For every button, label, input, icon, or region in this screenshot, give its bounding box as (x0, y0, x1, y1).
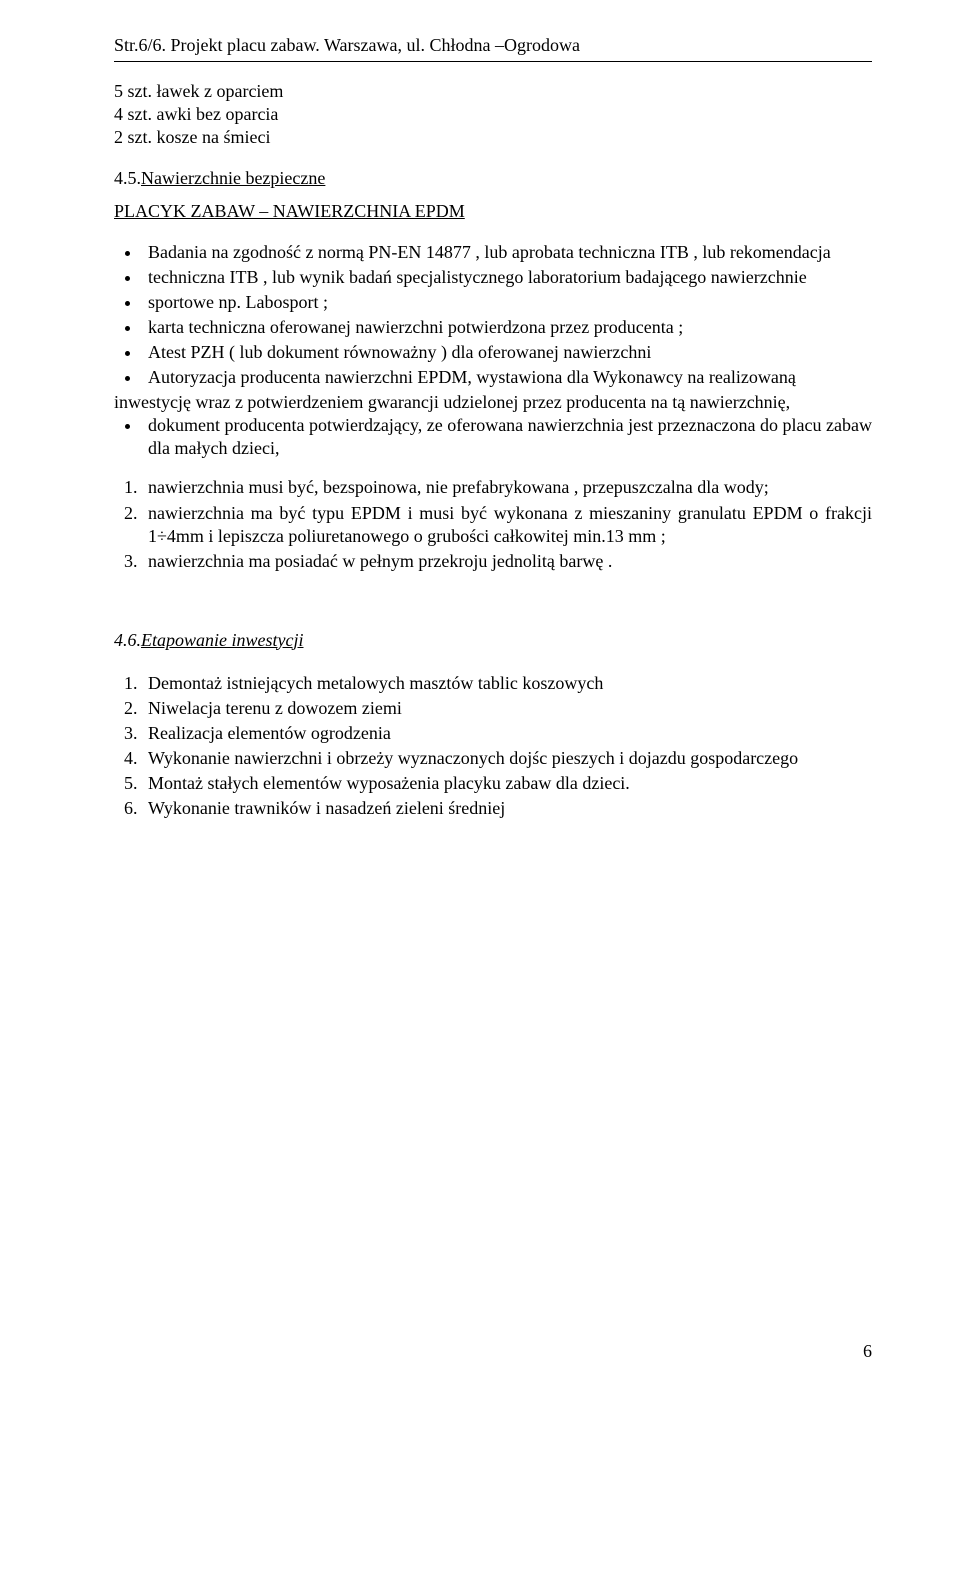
qty-line: 5 szt. ławek z oparciem (114, 80, 872, 103)
requirements-bullets-tail: dokument producenta potwierdzający, ze o… (142, 414, 872, 460)
list-item: dokument producenta potwierdzający, ze o… (142, 414, 872, 460)
page-header: Str.6/6. Projekt placu zabaw. Warszawa, … (114, 34, 872, 57)
section-4-5-heading: 4.5.Nawierzchnie bezpieczne (114, 167, 872, 190)
list-item: nawierzchnia ma być typu EPDM i musi być… (142, 502, 872, 548)
numbered-requirements: nawierzchnia musi być, bezspoinowa, nie … (142, 476, 872, 572)
list-item: Realizacja elementów ogrodzenia (142, 722, 872, 745)
list-item: nawierzchnia musi być, bezspoinowa, nie … (142, 476, 872, 499)
list-item: Autoryzacja producenta nawierzchni EPDM,… (142, 366, 872, 389)
flow-continuation: inwestycję wraz z potwierdzeniem gwaranc… (114, 391, 872, 414)
quantity-block: 5 szt. ławek z oparciem 4 szt. awki bez … (114, 80, 872, 149)
stages-list: Demontaż istniejących metalowych masztów… (142, 672, 872, 820)
list-item: Wykonanie nawierzchni i obrzeży wyznaczo… (142, 747, 872, 770)
requirements-bullets: Badania na zgodność z normą PN-EN 14877 … (142, 241, 872, 389)
section-number: 4.6. (114, 630, 141, 650)
subsection-title: PLACYK ZABAW – NAWIERZCHNIA EPDM (114, 200, 872, 223)
list-item: Atest PZH ( lub dokument równoważny ) dl… (142, 341, 872, 364)
list-item: Niwelacja terenu z dowozem ziemi (142, 697, 872, 720)
list-item: Wykonanie trawników i nasadzeń zieleni ś… (142, 797, 872, 820)
section-number: 4.5. (114, 168, 141, 188)
page-number: 6 (114, 1340, 872, 1363)
list-item: karta techniczna oferowanej nawierzchni … (142, 316, 872, 339)
section-title-text: Etapowanie inwestycji (141, 630, 303, 650)
list-item: Demontaż istniejących metalowych masztów… (142, 672, 872, 695)
list-item: sportowe np. Labosport ; (142, 291, 872, 314)
section-title-text: Nawierzchnie bezpieczne (141, 168, 325, 188)
list-item: nawierzchnia ma posiadać w pełnym przekr… (142, 550, 872, 573)
qty-line: 2 szt. kosze na śmieci (114, 126, 872, 149)
section-4-6-heading: 4.6.Etapowanie inwestycji (114, 629, 872, 652)
list-item: techniczna ITB , lub wynik badań specjal… (142, 266, 872, 289)
list-item: Montaż stałych elementów wyposażenia pla… (142, 772, 872, 795)
header-divider (114, 61, 872, 62)
list-item: Badania na zgodność z normą PN-EN 14877 … (142, 241, 872, 264)
qty-line: 4 szt. awki bez oparcia (114, 103, 872, 126)
